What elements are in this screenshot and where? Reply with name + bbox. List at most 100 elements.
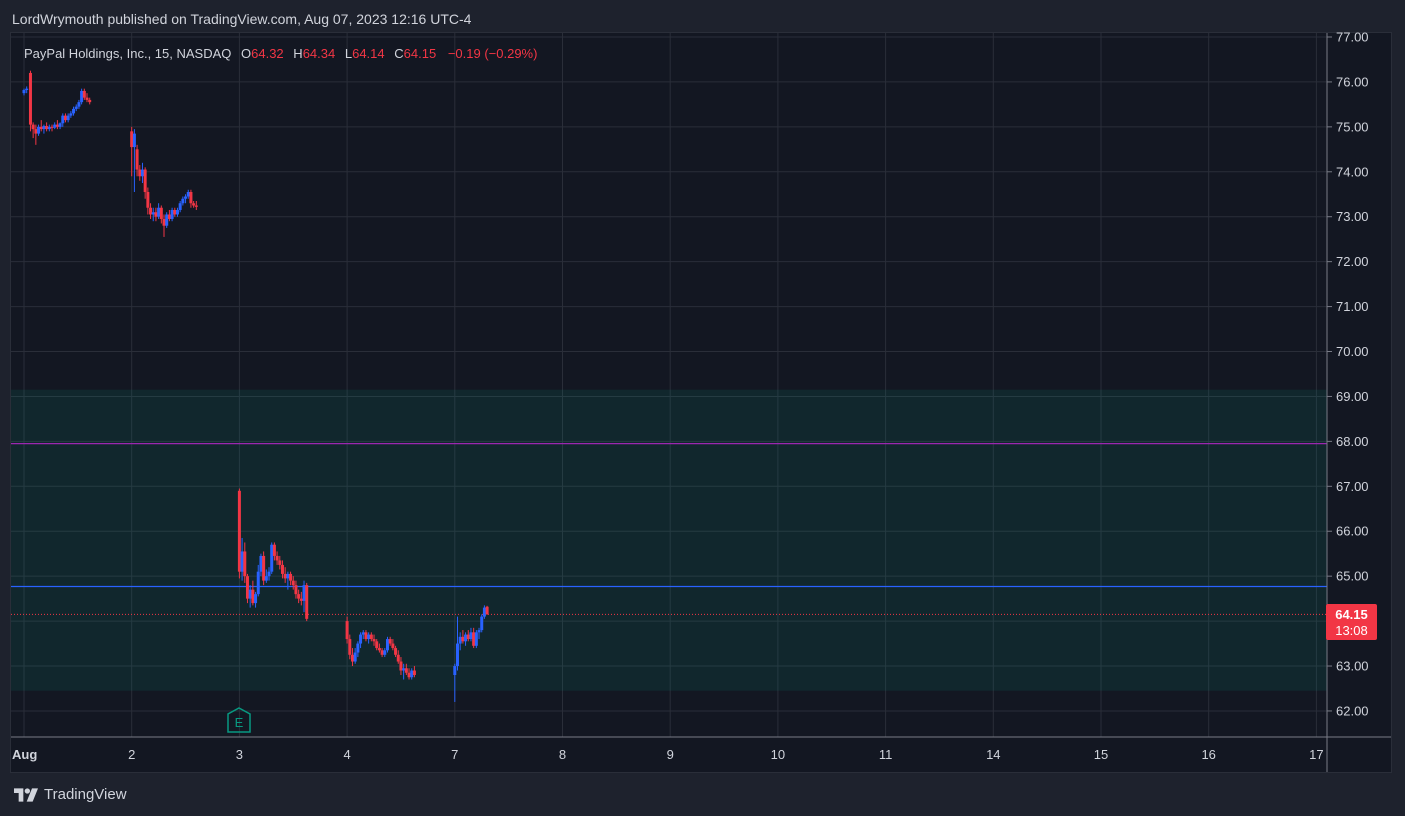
- candle: [348, 634, 352, 660]
- candle: [28, 70, 32, 132]
- x-tick-label: 15: [1094, 747, 1108, 762]
- candle-body: [280, 564, 284, 574]
- candle-body: [267, 571, 271, 577]
- candle-body: [275, 555, 279, 561]
- y-tick-label: 69.00: [1336, 389, 1369, 404]
- candle: [364, 630, 368, 642]
- candle-body: [55, 124, 59, 127]
- candle: [47, 124, 51, 132]
- candle-body: [367, 634, 371, 640]
- candle-body: [383, 650, 387, 655]
- candle: [186, 189, 190, 199]
- candle: [39, 120, 43, 132]
- candle: [385, 636, 389, 653]
- candle-body: [464, 634, 468, 642]
- candle-body: [143, 169, 147, 193]
- candle: [480, 614, 484, 633]
- candle-body: [194, 205, 198, 207]
- candle-body: [132, 133, 136, 148]
- candle-body: [170, 209, 174, 219]
- candle-body: [149, 207, 153, 215]
- candle-body: [25, 88, 29, 91]
- candle: [267, 567, 271, 581]
- candle-body: [151, 212, 155, 215]
- chart-frame[interactable]: [10, 32, 1392, 773]
- candle-body: [272, 544, 276, 556]
- candle-body: [455, 643, 459, 667]
- candle-body: [175, 209, 179, 215]
- x-tick-label: 16: [1201, 747, 1215, 762]
- candle-body: [34, 129, 38, 134]
- candle: [184, 194, 188, 204]
- candle-body: [178, 203, 182, 210]
- candle: [278, 555, 282, 570]
- candle: [394, 645, 398, 658]
- candle-body: [66, 115, 70, 121]
- candle: [173, 207, 177, 217]
- candle-body: [264, 576, 268, 581]
- candle-body: [254, 594, 258, 604]
- price-tag-bg: [1326, 604, 1377, 640]
- candle: [367, 632, 371, 644]
- candle: [466, 630, 470, 642]
- axes: 77.00 76.00 75.00 74.00 73.00 72.00 71.00 70.00…: [11, 30, 1391, 772]
- candle-body: [461, 636, 465, 642]
- candle-body: [80, 90, 84, 103]
- candle-body: [42, 125, 46, 130]
- earnings-marker[interactable]: E: [227, 707, 251, 733]
- earnings-icon: [227, 707, 251, 733]
- y-tick-label: 68.00: [1336, 434, 1369, 449]
- candle: [402, 663, 406, 680]
- candle: [264, 569, 268, 583]
- candle: [383, 648, 387, 658]
- high-value: 64.34: [302, 46, 336, 61]
- candle: [130, 126, 134, 177]
- candle: [350, 648, 354, 667]
- candle: [377, 643, 381, 653]
- candle: [77, 99, 81, 109]
- candle-body: [245, 576, 249, 599]
- candle: [143, 167, 147, 199]
- x-tick-label: 17: [1309, 747, 1323, 762]
- tradingview-logo-icon[interactable]: [14, 787, 38, 803]
- close-value: 64.15: [403, 46, 437, 61]
- candle-body: [262, 555, 266, 581]
- candle-body: [173, 209, 177, 215]
- candle-body: [165, 214, 169, 226]
- candle: [237, 488, 241, 579]
- change-value: −0.19 (−0.29%): [447, 46, 538, 61]
- candle-body: [469, 632, 473, 640]
- candle-body: [289, 573, 293, 581]
- symbol-name[interactable]: PayPal Holdings, Inc., 15, NASDAQ: [24, 46, 232, 61]
- candle-body: [130, 131, 134, 148]
- candle-body: [391, 643, 395, 649]
- candle: [289, 571, 293, 586]
- candle: [262, 551, 266, 586]
- candle: [69, 111, 73, 118]
- candle-body: [350, 654, 354, 662]
- candle-body: [412, 670, 416, 676]
- candle-body: [259, 555, 263, 572]
- candle: [272, 542, 276, 561]
- candle: [359, 632, 363, 649]
- candle-body: [192, 203, 196, 206]
- candles: [22, 70, 489, 702]
- candle: [399, 657, 403, 676]
- candle: [178, 200, 182, 213]
- candle: [458, 632, 462, 651]
- y-tick-label: 74.00: [1336, 164, 1369, 179]
- low-label: L: [344, 46, 353, 61]
- brand-name[interactable]: TradingView: [44, 786, 127, 803]
- candle: [469, 627, 473, 642]
- candle-body: [385, 639, 389, 651]
- candle: [165, 212, 169, 228]
- candle: [361, 630, 365, 640]
- candle: [461, 630, 465, 644]
- candle-body: [184, 196, 188, 199]
- candle: [474, 630, 478, 649]
- candle: [407, 668, 411, 680]
- open-value: 64.32: [251, 46, 284, 61]
- y-tick-label: 66.00: [1336, 524, 1369, 539]
- x-tick-label: 4: [343, 747, 350, 762]
